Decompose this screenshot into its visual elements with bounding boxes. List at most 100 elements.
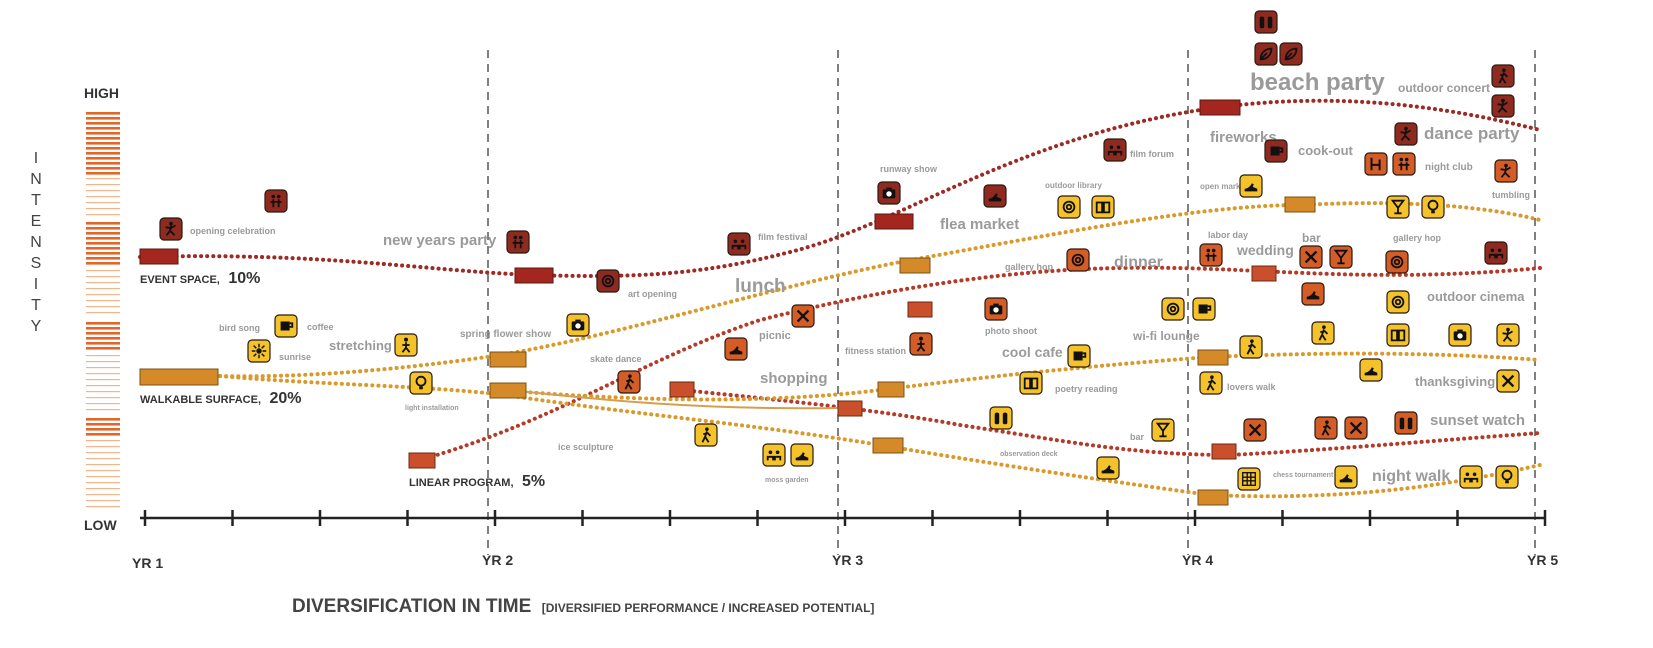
- pair-icon: [989, 406, 1013, 430]
- dance-icon: [1491, 94, 1515, 118]
- intensity-stripe: [86, 147, 120, 150]
- camera-icon: [877, 181, 901, 205]
- couple-icon: [264, 189, 288, 213]
- label-cook-out: cook-out: [1298, 143, 1354, 158]
- pair-icon: [1254, 10, 1278, 34]
- year-label-3: YR 3: [832, 552, 863, 568]
- label-dinner: dinner: [1114, 254, 1163, 271]
- y-axis-letter: Y: [31, 318, 42, 335]
- shoe-icon: [790, 443, 814, 467]
- label-wedding: wedding: [1236, 242, 1294, 258]
- intensity-stripe: [86, 270, 120, 272]
- intensity-stripe: [86, 227, 120, 230]
- intensity-stripe: [86, 470, 120, 472]
- y-axis-letter: E: [31, 213, 42, 230]
- swirl-icon: [1066, 248, 1090, 272]
- intensity-stripe: [86, 196, 120, 198]
- intensity-stripe: [86, 276, 120, 278]
- linear-program-name: LINEAR PROGRAM,: [409, 477, 514, 489]
- label-ice-sculpture: ice sculpture: [558, 442, 614, 452]
- program-bar: [837, 400, 863, 417]
- program-bar: [1284, 196, 1316, 213]
- year-label-4: YR 4: [1182, 552, 1213, 568]
- x-axis-ticks: [143, 510, 1547, 526]
- label-sunset-watch: sunset watch: [1430, 412, 1525, 429]
- intensity-stripe: [86, 494, 120, 496]
- bulb-icon: [409, 371, 433, 395]
- shoe-icon: [983, 184, 1007, 208]
- intensity-stripe: [86, 464, 120, 466]
- walkable-solid-link: [509, 389, 841, 410]
- intensity-stripe: [86, 294, 120, 296]
- intensity-stripe: [86, 418, 120, 421]
- intensity-stripe: [86, 312, 120, 314]
- label-chess-tournament: chess tournament: [1273, 472, 1334, 479]
- intensity-scale: [86, 112, 120, 508]
- intensity-stripe: [86, 347, 120, 350]
- program-bar: [874, 213, 914, 230]
- intensity-stripe: [86, 117, 120, 120]
- intensity-stripe: [86, 257, 120, 260]
- intensity-stripe: [86, 162, 120, 165]
- label-picnic: picnic: [759, 330, 791, 342]
- label-sunrise: sunrise: [279, 352, 311, 362]
- intensity-stripe: [86, 132, 120, 135]
- label-new-years-party: new years party: [383, 232, 497, 249]
- swirl-icon: [1161, 297, 1185, 321]
- label-fitness-station: fitness station: [845, 346, 906, 356]
- label-skate-dance: skate dance: [590, 354, 642, 364]
- label-observation-deck: observation deck: [1000, 451, 1058, 458]
- intensity-stripe: [86, 122, 120, 125]
- intensity-stripe: [86, 488, 120, 490]
- couple-icon: [506, 230, 530, 254]
- label-moss-garden: moss garden: [765, 477, 809, 484]
- program-bar: [899, 257, 931, 274]
- label-gallery-hop-2: gallery hop: [1393, 233, 1442, 243]
- label-bar: bar: [1130, 432, 1145, 442]
- leaf-icon: [1254, 42, 1278, 66]
- year-label-5: YR 5: [1527, 552, 1558, 568]
- intensity-stripe: [86, 355, 120, 357]
- label-beach-party: beach party: [1250, 69, 1385, 96]
- intensity-stripe: [86, 157, 120, 160]
- intensity-stripe: [86, 391, 120, 393]
- shoe-icon: [1301, 282, 1325, 306]
- walkable-surface-name: WALKABLE SURFACE,: [140, 394, 261, 406]
- camera-icon: [1448, 323, 1472, 347]
- x-icon: [1299, 245, 1323, 269]
- walkable-surface-bar: [139, 368, 219, 386]
- walk-icon: [1491, 64, 1515, 88]
- program-bar: [1211, 443, 1237, 460]
- linear-program-curve: [418, 265, 1542, 462]
- event-space-curve: [138, 98, 1542, 278]
- book-icon: [1091, 195, 1115, 219]
- intensity-stripe: [86, 288, 120, 290]
- y-axis-letter: I: [34, 150, 38, 167]
- intensity-stripe: [86, 332, 120, 335]
- pair-icon: [1394, 411, 1418, 435]
- group-icon: [1484, 241, 1508, 265]
- intensity-stripe: [86, 262, 120, 265]
- label-gallery-hop: gallery hop: [1005, 262, 1054, 272]
- x-icon: [1344, 416, 1368, 440]
- intensity-stripe: [86, 433, 120, 436]
- intensity-stripe: [86, 208, 120, 210]
- intensity-stripe: [86, 214, 120, 216]
- label-film-forum: film forum: [1130, 149, 1174, 159]
- label-flea-market: flea market: [940, 216, 1019, 233]
- x-axis-title-sub: [DIVERSIFIED PERFORMANCE / INCREASED POT…: [542, 601, 875, 615]
- book-icon: [1019, 371, 1043, 395]
- sun-icon: [247, 339, 271, 363]
- program-bar: [877, 381, 905, 398]
- dance-icon: [1494, 159, 1518, 183]
- label-bar-2: bar: [1302, 231, 1321, 245]
- cup-icon: [274, 314, 298, 338]
- label-thanksgiving: thanksgiving: [1415, 374, 1495, 389]
- intensity-stripe: [86, 482, 120, 484]
- linear-program-label: LINEAR PROGRAM, 5%: [409, 473, 545, 490]
- label-outdoor-cinema: outdoor cinema: [1427, 289, 1525, 304]
- y-axis-letter: T: [31, 297, 41, 314]
- cup-icon: [1192, 297, 1216, 321]
- bulb-icon: [1421, 195, 1445, 219]
